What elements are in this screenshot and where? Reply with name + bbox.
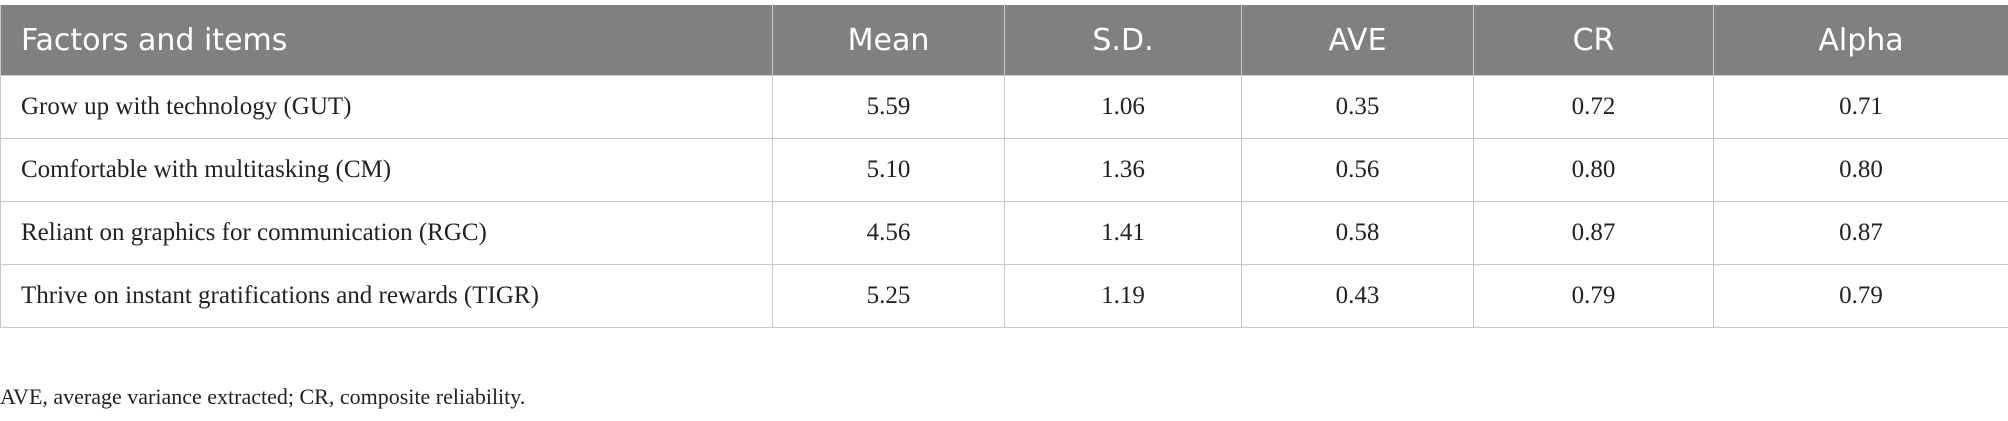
table-cell: 0.80	[1713, 138, 2008, 202]
table-cell: 4.56	[772, 201, 1005, 265]
table-cell: 0.43	[1241, 264, 1474, 328]
table-cell: 0.56	[1241, 138, 1474, 202]
header-cell: AVE	[1241, 5, 1474, 76]
table-cell: 0.72	[1473, 75, 1714, 139]
row-label: Thrive on instant gratifications and rew…	[0, 264, 773, 328]
table-cell: 0.58	[1241, 201, 1474, 265]
table-cell: 1.06	[1004, 75, 1242, 139]
table-cell: 0.87	[1473, 201, 1714, 265]
footnote: AVE, average variance extracted; CR, com…	[0, 384, 526, 409]
table-cell: 1.36	[1004, 138, 1242, 202]
table-row: Grow up with technology (GUT) 5.59 1.06 0.3…	[0, 75, 2008, 139]
table-cell: 0.71	[1713, 75, 2008, 139]
row-label: Grow up with technology (GUT)	[0, 75, 773, 139]
table-cell: 5.10	[772, 138, 1005, 202]
table-cell: 0.79	[1473, 264, 1714, 328]
table-body: Grow up with technology (GUT) 5.59 1.06 0.3…	[0, 75, 2008, 328]
table-cell: 1.19	[1004, 264, 1242, 328]
header-cell: Mean	[772, 5, 1005, 76]
table-cell: 0.80	[1473, 138, 1714, 202]
table-cell: 0.35	[1241, 75, 1474, 139]
header-cell: Alpha	[1713, 5, 2008, 76]
table-row: Comfortable with multitasking (CM) 5.10 1.…	[0, 138, 2008, 202]
table-cell: 0.79	[1713, 264, 2008, 328]
table-cell: 5.59	[772, 75, 1005, 139]
table-row: Reliant on graphics for communication (R…	[0, 201, 2008, 265]
row-label: Reliant on graphics for communication (R…	[0, 201, 773, 265]
header-cell: S.D.	[1004, 5, 1242, 76]
table-row: Thrive on instant gratifications and rew…	[0, 264, 2008, 328]
data-table: Factors and items Mean S.D. AVE CR Alpha Grow…	[0, 5, 2008, 328]
header-row: Factors and items Mean S.D. AVE CR Alpha	[0, 5, 2008, 76]
table-cell: 5.25	[772, 264, 1005, 328]
header-cell: Factors and items	[0, 5, 773, 76]
header-cell: CR	[1473, 5, 1714, 76]
row-label: Comfortable with multitasking (CM)	[0, 138, 773, 202]
table-cell: 1.41	[1004, 201, 1242, 265]
table-cell: 0.87	[1713, 201, 2008, 265]
